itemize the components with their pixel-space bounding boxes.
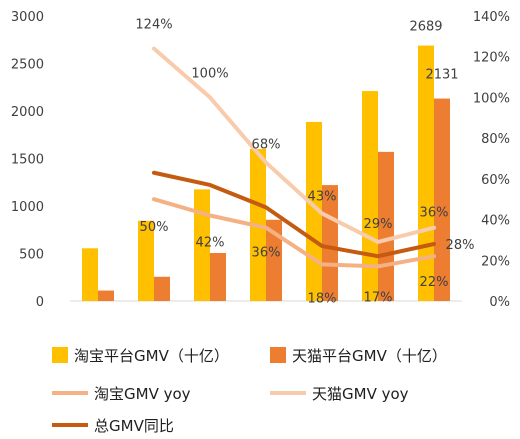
ticks-group: 0 500 1000 1500 2000 2500 3000 0% 20% 40% 60% 80% 10… — [11, 10, 510, 310]
y-left-tick-label: 2000 — [11, 105, 44, 120]
bar-tmall-FY2015 — [266, 219, 282, 301]
chart: 0 500 1000 1500 2000 2500 3000 0% 20% 40% 60% 80% 10… — [11, 10, 510, 310]
y-right-tick-label: 20% — [481, 254, 510, 269]
data-label: 36% — [420, 206, 449, 221]
bar-tmall-FY2013 — [154, 276, 170, 301]
y-left-tick-label: 3000 — [11, 10, 44, 25]
legend-label: 淘宝GMV yoy — [94, 384, 191, 403]
y-left-tick-label: 1000 — [11, 200, 44, 215]
data-label: 22% — [420, 275, 449, 290]
bar-tmall-FY2012 — [98, 290, 114, 301]
lines-group — [152, 46, 436, 269]
legend-swatch-box — [270, 347, 286, 363]
legend-label: 淘宝平台GMV（十亿） — [74, 346, 229, 365]
bar-taobao-FY2013 — [138, 220, 154, 301]
legend-swatch-box — [52, 347, 68, 363]
legend: 淘宝平台GMV（十亿） 天猫平台GMV（十亿） 淘宝GMV yoy 天猫GMV yoy… — [0, 336, 520, 439]
line-taobao-yoy — [152, 197, 436, 269]
data-label: 2689 — [409, 20, 442, 35]
bar-taobao-FY2014 — [194, 189, 210, 301]
y-left-tick-label: 500 — [19, 248, 44, 263]
bars-group — [82, 45, 450, 302]
data-label: 100% — [191, 66, 228, 81]
data-labels-group: 124% 100% 68% 43% 29% 36% 50% 42% 36% 18% 17% 22% 28… — [135, 18, 474, 307]
bar-taobao-FY2017 — [362, 91, 378, 301]
y-left-tick-label: 1500 — [11, 153, 44, 168]
data-label: 43% — [308, 189, 337, 204]
bar-tmall-FY2014 — [210, 253, 226, 301]
legend-taobao-gmv: 淘宝平台GMV（十亿） — [52, 344, 229, 366]
legend-swatch-line — [270, 391, 306, 395]
legend-swatch-line — [52, 423, 88, 427]
y-right-tick-label: 100% — [473, 91, 510, 106]
legend-label: 总GMV同比 — [94, 416, 174, 435]
y-right-tick-label: 40% — [481, 214, 510, 229]
y-left-tick-label: 2500 — [11, 58, 44, 73]
legend-tmall-gmv: 天猫平台GMV（十亿） — [270, 344, 447, 366]
legend-taobao-yoy: 淘宝GMV yoy — [52, 382, 191, 404]
data-label: 68% — [252, 138, 281, 153]
data-label: 28% — [446, 238, 475, 253]
bar-tmall-FY2018 — [434, 98, 450, 302]
legend-total-yoy: 总GMV同比 — [52, 414, 174, 436]
y-right-tick-label: 80% — [481, 132, 510, 147]
legend-tmall-yoy: 天猫GMV yoy — [270, 382, 409, 404]
bar-taobao-FY2018 — [418, 45, 434, 301]
data-label: 17% — [364, 290, 393, 305]
y-right-tick-label: 60% — [481, 173, 510, 188]
data-label: 50% — [140, 220, 169, 235]
data-label: 36% — [252, 246, 281, 261]
legend-label: 天猫GMV yoy — [312, 384, 409, 403]
data-label: 18% — [308, 291, 337, 306]
line-total-yoy — [152, 170, 436, 259]
y-right-tick-label: 0% — [489, 295, 510, 310]
data-label: 42% — [196, 236, 225, 251]
data-label: 29% — [364, 217, 393, 232]
legend-label: 天猫平台GMV（十亿） — [292, 346, 447, 365]
legend-swatch-line — [52, 391, 88, 395]
bar-taobao-FY2012 — [82, 248, 98, 301]
y-right-tick-label: 140% — [473, 10, 510, 25]
data-label: 124% — [135, 18, 172, 33]
y-right-tick-label: 120% — [473, 51, 510, 66]
line-tmall-yoy — [152, 46, 436, 244]
y-left-tick-label: 0 — [36, 295, 44, 310]
data-label: 2131 — [425, 68, 458, 83]
